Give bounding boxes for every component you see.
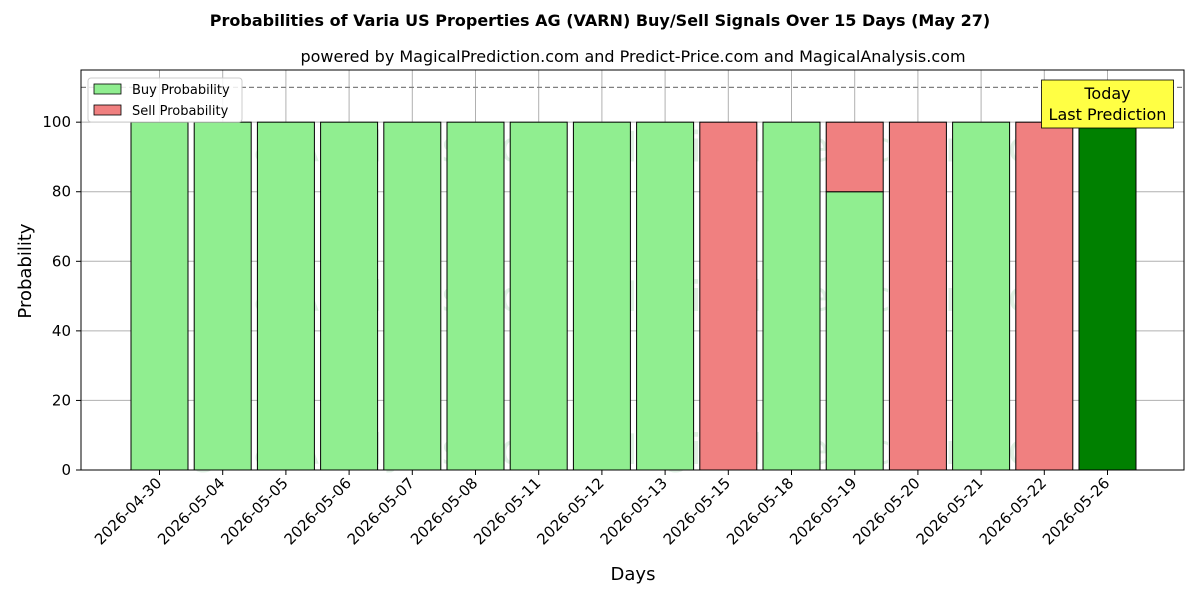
bars-layer xyxy=(130,121,1137,471)
x-tick-label: 2026-05-21 xyxy=(913,474,987,548)
x-tick-label: 2026-05-26 xyxy=(1039,474,1113,548)
annotation-line-last-prediction: Last Prediction xyxy=(1049,105,1167,124)
y-tick-label: 100 xyxy=(42,113,71,131)
y-tick-label: 20 xyxy=(52,391,71,409)
bar-buy xyxy=(509,121,568,471)
y-axis-ticks: 0 20 40 60 80 100 xyxy=(42,113,81,479)
y-tick-label: 0 xyxy=(61,461,71,479)
y-tick-label: 80 xyxy=(52,183,71,201)
x-tick-label: 2026-04-30 xyxy=(91,474,165,548)
today-annotation: Today Last Prediction xyxy=(1041,79,1174,129)
y-axis-label: Probability xyxy=(15,223,36,318)
x-tick-label: 2026-05-11 xyxy=(470,474,544,548)
x-tick-label: 2026-05-20 xyxy=(849,474,923,548)
bar-sell xyxy=(699,121,758,471)
annotation-box xyxy=(1041,79,1174,129)
bar-sell xyxy=(888,121,947,471)
x-tick-label: 2026-05-05 xyxy=(217,474,291,548)
legend-label-buy: Buy Probability xyxy=(132,83,230,98)
x-tick-label: 2026-05-18 xyxy=(723,474,797,548)
x-tick-label: 2026-05-13 xyxy=(597,474,671,548)
x-axis-label: Days xyxy=(611,564,656,585)
bar-buy xyxy=(320,121,379,471)
bar-buy xyxy=(193,121,252,471)
x-tick-label: 2026-05-15 xyxy=(660,474,734,548)
legend: Buy Probability Sell Probability xyxy=(87,77,243,123)
bar-buy xyxy=(572,121,631,471)
bar-buy xyxy=(383,121,442,471)
bar-buy xyxy=(636,121,695,471)
plot-frame xyxy=(80,69,1185,471)
y-tick-label: 40 xyxy=(52,322,71,340)
bar-sell xyxy=(1015,121,1074,471)
bar-buy xyxy=(446,121,505,471)
x-tick-label: 2026-05-12 xyxy=(533,474,607,548)
bar-buy xyxy=(762,121,821,471)
bar-sell xyxy=(825,121,884,193)
annotation-line-today: Today xyxy=(1083,84,1130,103)
bar-buy xyxy=(1078,121,1137,471)
x-tick-label: 2026-05-06 xyxy=(281,474,355,548)
legend-box xyxy=(87,77,243,123)
chart-title: Probabilities of Varia US Properties AG … xyxy=(210,11,990,30)
x-tick-label: 2026-05-07 xyxy=(344,474,418,548)
legend-label-sell: Sell Probability xyxy=(132,104,229,119)
chart-subtitle: powered by MagicalPrediction.com and Pre… xyxy=(300,47,965,66)
bar-buy xyxy=(825,191,884,471)
y-tick-label: 60 xyxy=(52,252,71,270)
bar-buy xyxy=(256,121,315,471)
legend-swatch-sell xyxy=(93,104,122,116)
legend-swatch-buy xyxy=(93,83,122,95)
x-tick-label: 2026-05-08 xyxy=(407,474,481,548)
x-tick-label: 2026-05-19 xyxy=(786,474,860,548)
bar-buy xyxy=(952,121,1011,471)
x-tick-label: 2026-05-22 xyxy=(976,474,1050,548)
x-tick-label: 2026-05-04 xyxy=(154,474,228,548)
x-axis-ticks: 2026-04-302026-05-042026-05-052026-05-06… xyxy=(91,470,1113,548)
bar-buy xyxy=(130,121,189,471)
